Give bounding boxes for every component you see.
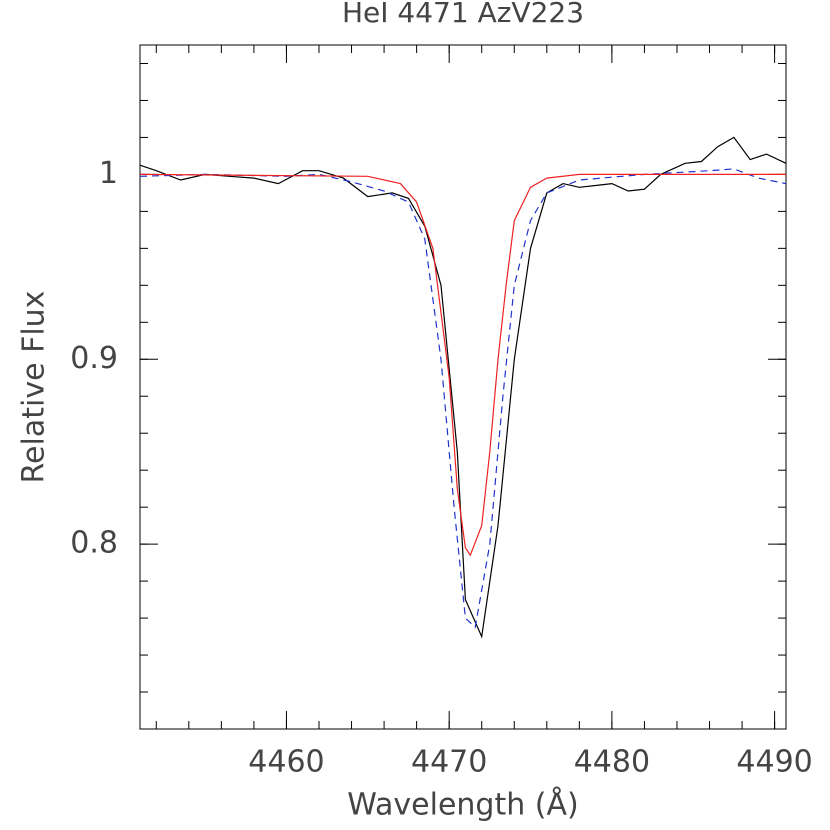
y-tick-label: 0.9 [70,341,118,376]
x-tick-label: 4480 [574,745,650,780]
chart-title: HeI 4471 AzV223 [342,0,584,29]
plot-frame [139,44,787,730]
spectrum-line [139,168,787,629]
spectrum-line [139,173,786,557]
x-tick-label: 4470 [411,745,487,780]
spectrum-line [139,136,787,639]
y-tick-label: 0.8 [70,526,118,561]
y-tick-label: 1 [99,156,118,191]
x-axis-label: Wavelength (Å) [347,787,578,823]
x-tick-label: 4460 [248,745,324,780]
y-axis-label: Relative Flux [17,291,52,484]
x-tick-label: 4490 [736,745,812,780]
